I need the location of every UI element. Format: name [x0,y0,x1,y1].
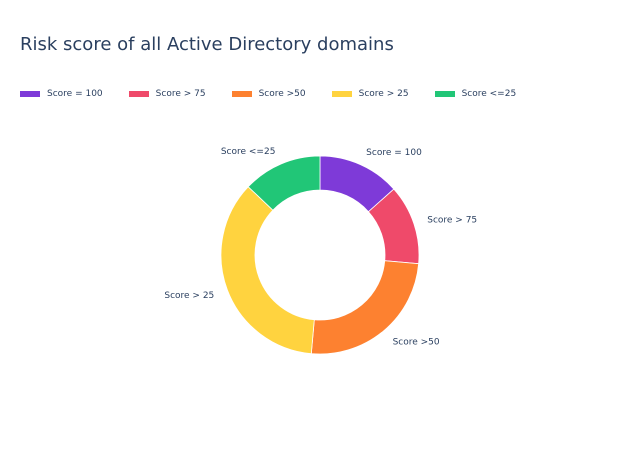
legend-item[interactable]: Score >50 [231,89,306,99]
legend-item[interactable]: Score <=25 [434,89,517,99]
donut-slice[interactable] [247,155,321,211]
legend: Score = 100 Score > 75 Score >50 Score > 25… [20,89,542,99]
slice-label: Score > 25 [164,291,214,301]
legend-label: Score > 25 [358,89,409,99]
legend-swatch [434,91,455,97]
legend-label: Score <=25 [461,89,517,99]
slice-label: Score > 75 [427,215,477,225]
legend-label: Score = 100 [47,89,103,99]
legend-item[interactable]: Score = 100 [20,89,103,99]
chart-title: Risk score of all Active Directory domai… [20,34,394,55]
legend-swatch [128,91,149,97]
legend-item[interactable]: Score > 25 [331,89,409,99]
legend-item[interactable]: Score > 75 [128,89,206,99]
legend-swatch [331,91,352,97]
legend-label: Score > 75 [155,89,206,99]
slice-label: Score <=25 [221,147,276,157]
legend-label: Score >50 [258,89,306,99]
legend-swatch [231,91,252,97]
slice-label: Score = 100 [366,148,422,158]
legend-swatch [20,91,40,97]
donut-slice[interactable] [220,186,315,355]
slice-label: Score >50 [393,338,440,348]
